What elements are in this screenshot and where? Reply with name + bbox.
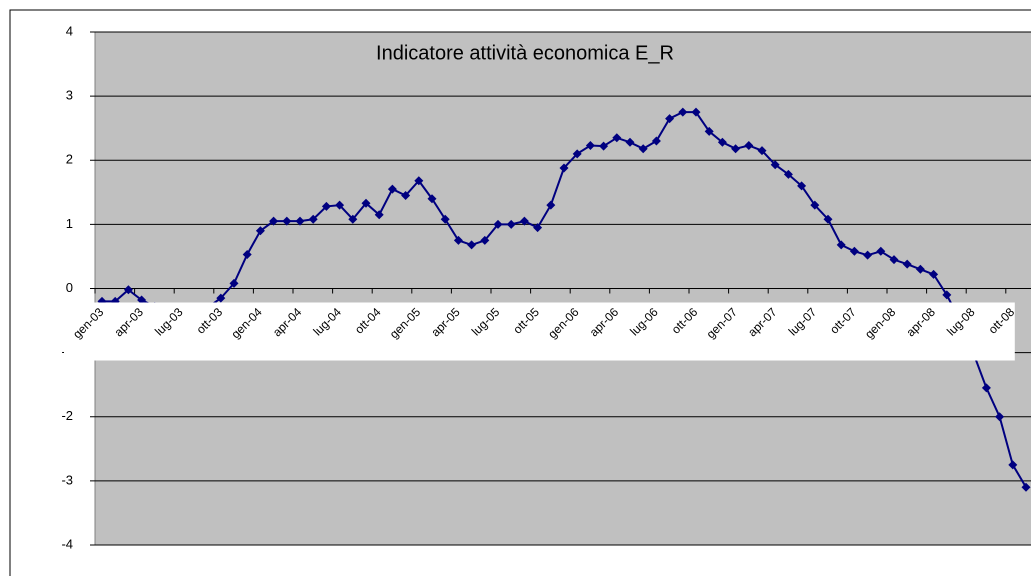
data-point bbox=[229, 278, 239, 288]
x-label-bg bbox=[380, 302, 421, 361]
data-point bbox=[308, 214, 318, 224]
data-point bbox=[889, 255, 899, 265]
data-point bbox=[414, 176, 424, 186]
x-label-bg bbox=[974, 302, 1015, 361]
data-point bbox=[321, 201, 331, 211]
data-point bbox=[585, 141, 595, 151]
data-point bbox=[704, 126, 714, 136]
x-label-bg bbox=[103, 302, 144, 361]
data-point bbox=[387, 184, 397, 194]
data-point bbox=[625, 137, 635, 147]
y-tick-label: -4 bbox=[61, 536, 73, 551]
data-point bbox=[981, 383, 991, 393]
data-point bbox=[678, 107, 688, 117]
data-point bbox=[770, 160, 780, 170]
data-point bbox=[995, 412, 1005, 422]
data-point bbox=[876, 246, 886, 256]
data-point bbox=[242, 250, 252, 260]
x-label-bg bbox=[64, 302, 104, 361]
x-label-bg bbox=[776, 302, 817, 361]
data-point bbox=[453, 235, 463, 245]
data-point bbox=[731, 144, 741, 154]
data-point bbox=[651, 136, 661, 146]
data-point bbox=[255, 226, 265, 236]
x-label-bg bbox=[262, 302, 302, 361]
y-tick-label: 0 bbox=[66, 280, 73, 295]
data-point bbox=[902, 259, 912, 269]
data-point bbox=[929, 269, 939, 279]
data-point bbox=[849, 246, 859, 256]
x-label-bg bbox=[301, 302, 342, 361]
y-tick-label: -2 bbox=[61, 408, 73, 423]
data-point bbox=[401, 191, 411, 201]
data-point bbox=[691, 107, 701, 117]
data-point bbox=[361, 198, 371, 208]
x-label-bg bbox=[737, 302, 778, 361]
data-point bbox=[546, 200, 556, 210]
data-point bbox=[757, 146, 767, 156]
data-point bbox=[519, 216, 529, 226]
data-point bbox=[533, 223, 543, 233]
data-point bbox=[797, 181, 807, 191]
data-point bbox=[480, 235, 490, 245]
x-label-bg bbox=[578, 302, 619, 361]
x-label-bg bbox=[420, 302, 461, 361]
data-point bbox=[559, 163, 569, 173]
data-point bbox=[1021, 482, 1031, 492]
x-label-bg bbox=[222, 302, 263, 361]
data-point bbox=[863, 250, 873, 260]
data-point bbox=[493, 219, 503, 229]
x-label-bg bbox=[697, 302, 738, 361]
x-label-bg bbox=[341, 302, 382, 361]
data-point bbox=[295, 216, 305, 226]
data-point bbox=[810, 200, 820, 210]
data-point bbox=[836, 240, 846, 250]
x-label-bg bbox=[856, 302, 896, 361]
x-label-bg bbox=[618, 302, 659, 361]
y-tick-label: 2 bbox=[66, 152, 73, 167]
data-point bbox=[282, 216, 292, 226]
x-label-bg bbox=[658, 302, 698, 361]
data-point bbox=[467, 240, 477, 250]
data-point bbox=[348, 214, 358, 224]
data-point bbox=[335, 200, 345, 210]
data-point bbox=[942, 290, 952, 300]
data-point bbox=[440, 214, 450, 224]
y-tick-label: 3 bbox=[66, 88, 73, 103]
y-tick-label: 1 bbox=[66, 216, 73, 231]
data-point bbox=[374, 210, 384, 220]
x-label-bg bbox=[816, 302, 857, 361]
data-point bbox=[717, 137, 727, 147]
data-point bbox=[572, 149, 582, 159]
data-point bbox=[665, 114, 675, 124]
y-tick-label: -3 bbox=[61, 472, 73, 487]
chart-title: Indicatore attività economica E_R bbox=[376, 42, 674, 64]
data-point bbox=[599, 141, 609, 151]
x-label-bg bbox=[935, 302, 976, 361]
data-point bbox=[744, 141, 754, 151]
x-label-bg bbox=[460, 302, 500, 361]
x-label-bg bbox=[143, 302, 184, 361]
data-point bbox=[123, 285, 133, 295]
data-point bbox=[137, 295, 147, 305]
data-point bbox=[783, 169, 793, 179]
y-tick-label: 4 bbox=[66, 23, 73, 38]
data-point bbox=[506, 219, 516, 229]
data-point bbox=[915, 264, 925, 274]
data-point bbox=[1008, 460, 1018, 470]
x-label-bg bbox=[539, 302, 580, 361]
x-label-bg bbox=[895, 302, 936, 361]
data-point bbox=[823, 214, 833, 224]
x-label-bg bbox=[499, 302, 540, 361]
data-point bbox=[638, 144, 648, 154]
data-point bbox=[612, 133, 622, 143]
data-point bbox=[216, 293, 226, 303]
x-label-bg bbox=[182, 302, 223, 361]
data-point bbox=[427, 194, 437, 204]
data-point bbox=[269, 216, 279, 226]
